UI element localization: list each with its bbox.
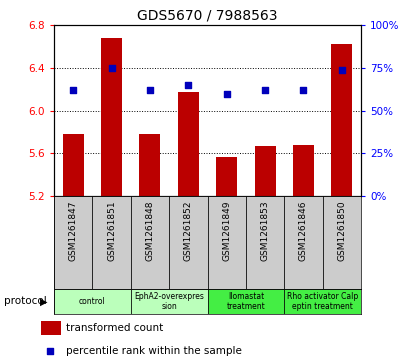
Bar: [284, 289, 361, 314]
Bar: [63, 134, 84, 196]
Bar: [284, 196, 323, 289]
Bar: [216, 156, 237, 196]
Point: [108, 65, 115, 71]
Text: GSM1261851: GSM1261851: [107, 201, 116, 261]
Bar: [139, 134, 161, 196]
Point: [300, 87, 307, 93]
Text: GSM1261846: GSM1261846: [299, 201, 308, 261]
Bar: [254, 146, 276, 196]
Bar: [323, 196, 361, 289]
Text: GSM1261848: GSM1261848: [145, 201, 154, 261]
Text: Rho activator Calp
eptin treatment: Rho activator Calp eptin treatment: [287, 291, 358, 311]
Point: [146, 87, 153, 93]
Point: [262, 87, 269, 93]
Text: GSM1261847: GSM1261847: [68, 201, 78, 261]
Bar: [54, 196, 92, 289]
Text: GSM1261849: GSM1261849: [222, 201, 231, 261]
Bar: [208, 196, 246, 289]
Text: protocol: protocol: [4, 296, 47, 306]
Bar: [246, 196, 284, 289]
Bar: [293, 145, 314, 196]
Text: ▶: ▶: [40, 296, 47, 306]
Bar: [208, 289, 284, 314]
Bar: [178, 91, 199, 196]
Bar: [101, 38, 122, 196]
Bar: [131, 289, 208, 314]
Text: GSM1261853: GSM1261853: [261, 201, 270, 261]
Text: EphA2-overexpres
sion: EphA2-overexpres sion: [134, 291, 204, 311]
Text: Ilomastat
treatment: Ilomastat treatment: [227, 291, 265, 311]
Bar: [41, 321, 61, 335]
Bar: [93, 196, 131, 289]
Bar: [54, 289, 131, 314]
Point: [47, 348, 54, 354]
Bar: [131, 196, 169, 289]
Bar: [331, 44, 352, 196]
Text: transformed count: transformed count: [66, 323, 164, 333]
Point: [185, 82, 192, 88]
Point: [339, 67, 345, 73]
Text: GSM1261850: GSM1261850: [337, 201, 347, 261]
Title: GDS5670 / 7988563: GDS5670 / 7988563: [137, 9, 278, 23]
Bar: [169, 196, 208, 289]
Text: control: control: [79, 297, 106, 306]
Point: [70, 87, 76, 93]
Point: [223, 91, 230, 97]
Text: GSM1261852: GSM1261852: [184, 201, 193, 261]
Text: percentile rank within the sample: percentile rank within the sample: [66, 346, 242, 356]
